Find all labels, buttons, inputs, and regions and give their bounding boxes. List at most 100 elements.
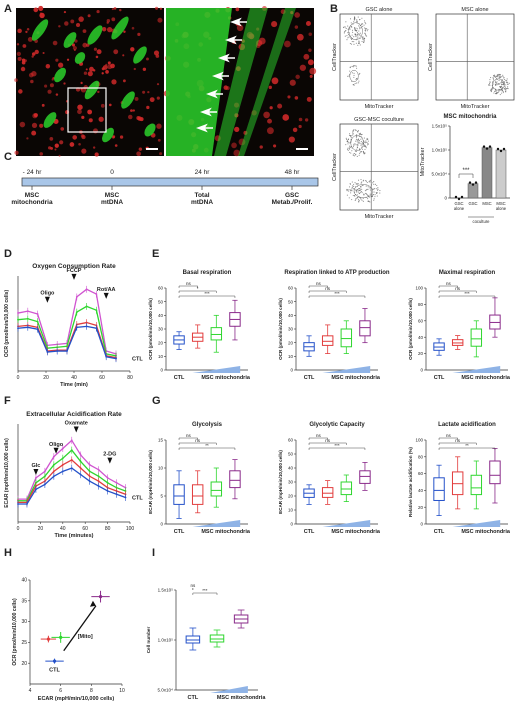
flow-event-point [355, 191, 357, 193]
flow-event-point [377, 189, 379, 191]
red-mitotracker-signal [98, 116, 104, 122]
data-point [88, 463, 91, 466]
flow-event-point [355, 150, 357, 153]
data-point [52, 463, 55, 466]
group-label: MSC mitochondria [461, 375, 511, 381]
panel-label-h: H [4, 547, 12, 559]
red-mitotracker-signal [266, 127, 274, 135]
red-mitotracker-signal [138, 147, 143, 151]
y-axis-label: OCR (pmol/min/10,000 cells) [4, 290, 10, 358]
panel-label-a: A [4, 3, 12, 15]
red-mitotracker-signal [81, 115, 85, 119]
y-tick-label: 60 [158, 286, 164, 291]
y-tick-label: 10 [288, 354, 294, 359]
red-mitotracker-signal [106, 21, 109, 24]
red-mitotracker-signal [14, 150, 19, 155]
flow-event-point [348, 75, 350, 77]
flow-event-point [346, 189, 348, 191]
arrowhead-icon [218, 53, 235, 63]
flow-event-point [502, 90, 504, 93]
y-axis-label: CellTracker [332, 153, 338, 181]
flow-event-point [361, 184, 363, 187]
flow-event-point [358, 190, 360, 192]
flow-event-point [361, 144, 363, 146]
red-mitotracker-signal [108, 103, 112, 107]
red-mitotracker-signal [119, 8, 122, 12]
green-celltracker-cell [144, 123, 156, 137]
flow-event-point [506, 80, 508, 82]
flow-event-point [493, 74, 495, 76]
red-mitotracker-signal [58, 25, 61, 28]
box-maximal-respiration: Maximal respiration 0 20 40 60 80 100 OCR (pmol… [408, 270, 511, 381]
flow-event-point [366, 139, 368, 141]
red-mitotracker-signal [123, 30, 126, 33]
data-point [26, 326, 29, 329]
flow-event-point [490, 88, 492, 90]
data-point [70, 449, 73, 452]
y-axis-label: OCR (pmol/min/10,000 cells) [12, 598, 18, 666]
box-glycolytic-capacity: Glycolytic Capacity 0 10 20 30 40 50 60 ECAR (mp… [278, 422, 381, 535]
flow-event-point [346, 190, 348, 192]
data-point [98, 595, 103, 599]
flow-event-point [357, 33, 359, 35]
x-tick-label: 80 [105, 526, 111, 532]
injection-arrow-icon [44, 296, 50, 303]
flow-event-point [362, 38, 364, 41]
data-point [52, 455, 55, 458]
flow-event-point [488, 84, 490, 86]
flow-event-point [352, 154, 354, 157]
red-mitotracker-signal [306, 96, 312, 102]
flow-event-point [500, 80, 502, 82]
flow-event-point [365, 185, 367, 187]
data-point [52, 659, 57, 663]
y-tick-label: 1.0x10⁵ [432, 148, 448, 153]
flow-event-point [379, 192, 381, 194]
green-celltracker-cell [87, 25, 103, 45]
red-mitotracker-signal [294, 25, 299, 29]
density-contour [353, 184, 374, 198]
flow-event-point [368, 181, 370, 183]
box [470, 328, 483, 347]
box [210, 481, 223, 497]
flow-event-point [359, 44, 361, 46]
data-point [85, 288, 88, 291]
red-mitotracker-signal [97, 90, 100, 94]
flow-event-point [490, 77, 492, 79]
flow-event-point [376, 184, 378, 187]
injection-arrow-icon [33, 469, 39, 475]
group-label: MSC mitochondria [201, 529, 251, 535]
flow-event-point [358, 80, 360, 82]
red-mitotracker-signal [137, 116, 142, 121]
box-atp-respiration: Respiration linked to ATP production 0 10 2… [278, 270, 390, 381]
data-point [46, 637, 51, 641]
flow-event-point [499, 86, 501, 88]
panel-label-e: E [152, 248, 159, 260]
red-mitotracker-signal [309, 67, 317, 75]
flow-event-point [358, 179, 360, 181]
series-label: CTL [132, 357, 143, 363]
y-axis-label: CellTracker [332, 43, 338, 71]
y-tick-label: 40 [418, 335, 424, 340]
flow-event-point [360, 182, 362, 184]
data-point [474, 181, 478, 184]
flow-event-point [349, 190, 352, 192]
flow-event-point [355, 140, 357, 142]
flow-event-point [351, 188, 353, 190]
red-mitotracker-signal [34, 49, 39, 55]
y-tick-label: 40 [418, 488, 424, 493]
arrowhead-icon [225, 35, 242, 45]
red-mitotracker-signal [31, 52, 36, 56]
flow-event-point [356, 190, 358, 192]
injection-label: Oxamate [65, 421, 88, 427]
data-point [79, 467, 82, 469]
red-mitotracker-signal [39, 152, 44, 156]
red-mitotracker-signal [49, 83, 54, 88]
red-mitotracker-signal [235, 7, 240, 12]
red-mitotracker-signal [133, 67, 136, 71]
red-mitotracker-signal [101, 72, 104, 75]
timeline-event-label: mtDNA [191, 199, 213, 206]
flow-event-point [358, 154, 360, 156]
flow-event-point [347, 143, 349, 145]
flow-event-point [364, 190, 366, 192]
flow-event-point [358, 73, 360, 75]
